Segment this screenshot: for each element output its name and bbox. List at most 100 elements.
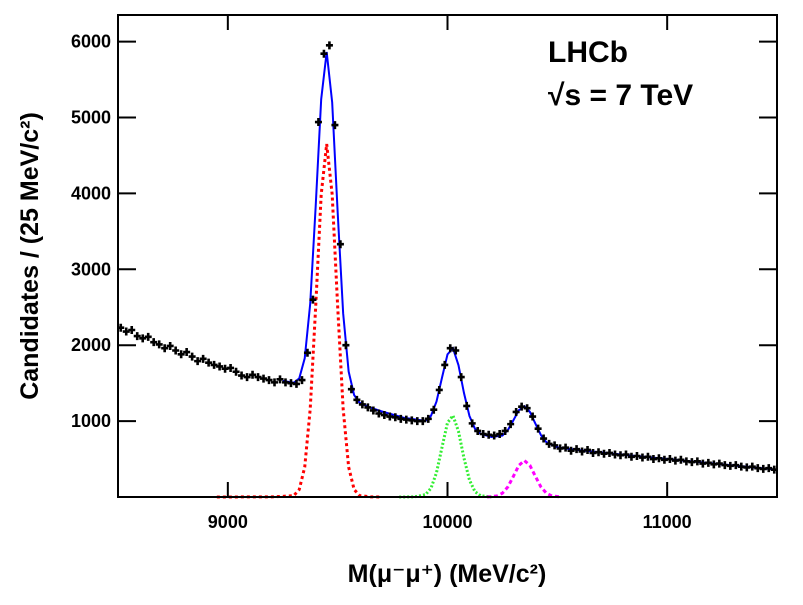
data-point — [243, 373, 251, 382]
data-point — [490, 431, 498, 440]
data-point — [260, 374, 268, 383]
data-point — [232, 367, 240, 376]
data-point — [501, 426, 509, 435]
data-point — [347, 385, 355, 394]
data-point — [474, 426, 482, 435]
data-point — [325, 41, 333, 50]
y-tick-label: 1000 — [71, 411, 111, 431]
data-point — [375, 409, 383, 418]
data-point — [693, 457, 701, 466]
data-point — [271, 378, 279, 387]
data-point — [177, 350, 185, 359]
data-point — [205, 358, 213, 367]
data-point — [254, 373, 262, 382]
data-point — [216, 362, 224, 371]
data-point — [622, 450, 630, 459]
data-point — [369, 406, 377, 415]
data-point — [666, 455, 674, 464]
data-point — [512, 407, 520, 416]
data-point — [463, 401, 471, 410]
data-point — [534, 424, 542, 433]
data-point — [523, 404, 531, 413]
data-point — [507, 420, 515, 429]
data-point — [578, 447, 586, 456]
data-point — [122, 327, 130, 336]
data-point — [419, 417, 427, 426]
data-point — [468, 419, 476, 428]
data-point — [172, 346, 180, 355]
fit-curve — [486, 458, 562, 499]
data-point — [424, 414, 432, 423]
data-point — [364, 403, 372, 412]
data-point — [529, 412, 537, 421]
data-point — [496, 429, 504, 438]
y-tick-label: 5000 — [71, 107, 111, 127]
annotation: √s = 7 TeV — [548, 79, 693, 112]
data-point — [704, 458, 712, 467]
data-point — [128, 326, 136, 335]
x-tick-label: 11000 — [643, 512, 692, 532]
data-point — [183, 348, 191, 357]
data-point — [765, 464, 773, 473]
data-point — [314, 118, 322, 127]
data-point — [452, 346, 460, 355]
data-points — [117, 41, 778, 474]
data-point — [139, 334, 147, 343]
data-point — [320, 49, 328, 58]
data-point — [298, 376, 306, 385]
x-axis-label: M(μ⁻μ⁺) (MeV/c²) — [348, 560, 547, 588]
data-point — [161, 344, 169, 353]
data-point — [353, 395, 361, 404]
data-point — [633, 452, 641, 461]
data-point — [144, 332, 152, 341]
data-point — [166, 341, 174, 350]
data-point — [227, 363, 235, 372]
data-point — [518, 402, 526, 411]
y-tick-label: 4000 — [71, 183, 111, 203]
fit-curve — [216, 143, 382, 499]
y-tick-label: 2000 — [71, 335, 111, 355]
data-point — [380, 411, 388, 420]
data-point — [336, 240, 344, 249]
data-point — [562, 443, 570, 452]
data-point — [391, 413, 399, 422]
data-point — [551, 441, 559, 450]
fit-curve — [399, 412, 492, 499]
data-point — [545, 439, 553, 448]
data-point — [606, 448, 614, 457]
data-point — [567, 446, 575, 455]
data-point — [309, 295, 317, 304]
data-point — [194, 357, 202, 366]
data-point — [732, 461, 740, 470]
y-tick-label: 3000 — [71, 259, 111, 279]
data-point — [303, 348, 311, 357]
data-point — [155, 340, 163, 349]
data-point — [655, 454, 663, 463]
data-point — [150, 338, 158, 347]
data-point — [133, 332, 141, 341]
data-point — [644, 452, 652, 461]
data-point — [342, 341, 350, 350]
data-point — [430, 405, 438, 414]
data-point — [573, 445, 581, 454]
data-point — [446, 344, 454, 353]
data-point — [276, 375, 284, 384]
data-point — [441, 360, 449, 369]
x-tick-label: 10000 — [422, 512, 472, 532]
data-point — [238, 371, 246, 380]
annotation: LHCb — [548, 36, 628, 69]
data-point — [584, 445, 592, 454]
data-point — [199, 354, 207, 363]
data-point — [540, 434, 548, 443]
data-point — [457, 373, 465, 382]
data-point — [595, 448, 603, 457]
data-point — [265, 376, 273, 385]
x-tick-label: 9000 — [208, 512, 248, 532]
data-point — [292, 379, 300, 388]
data-point — [188, 352, 196, 361]
data-point — [358, 400, 366, 409]
data-point — [435, 385, 443, 394]
data-point — [249, 370, 257, 379]
data-point — [715, 459, 723, 468]
